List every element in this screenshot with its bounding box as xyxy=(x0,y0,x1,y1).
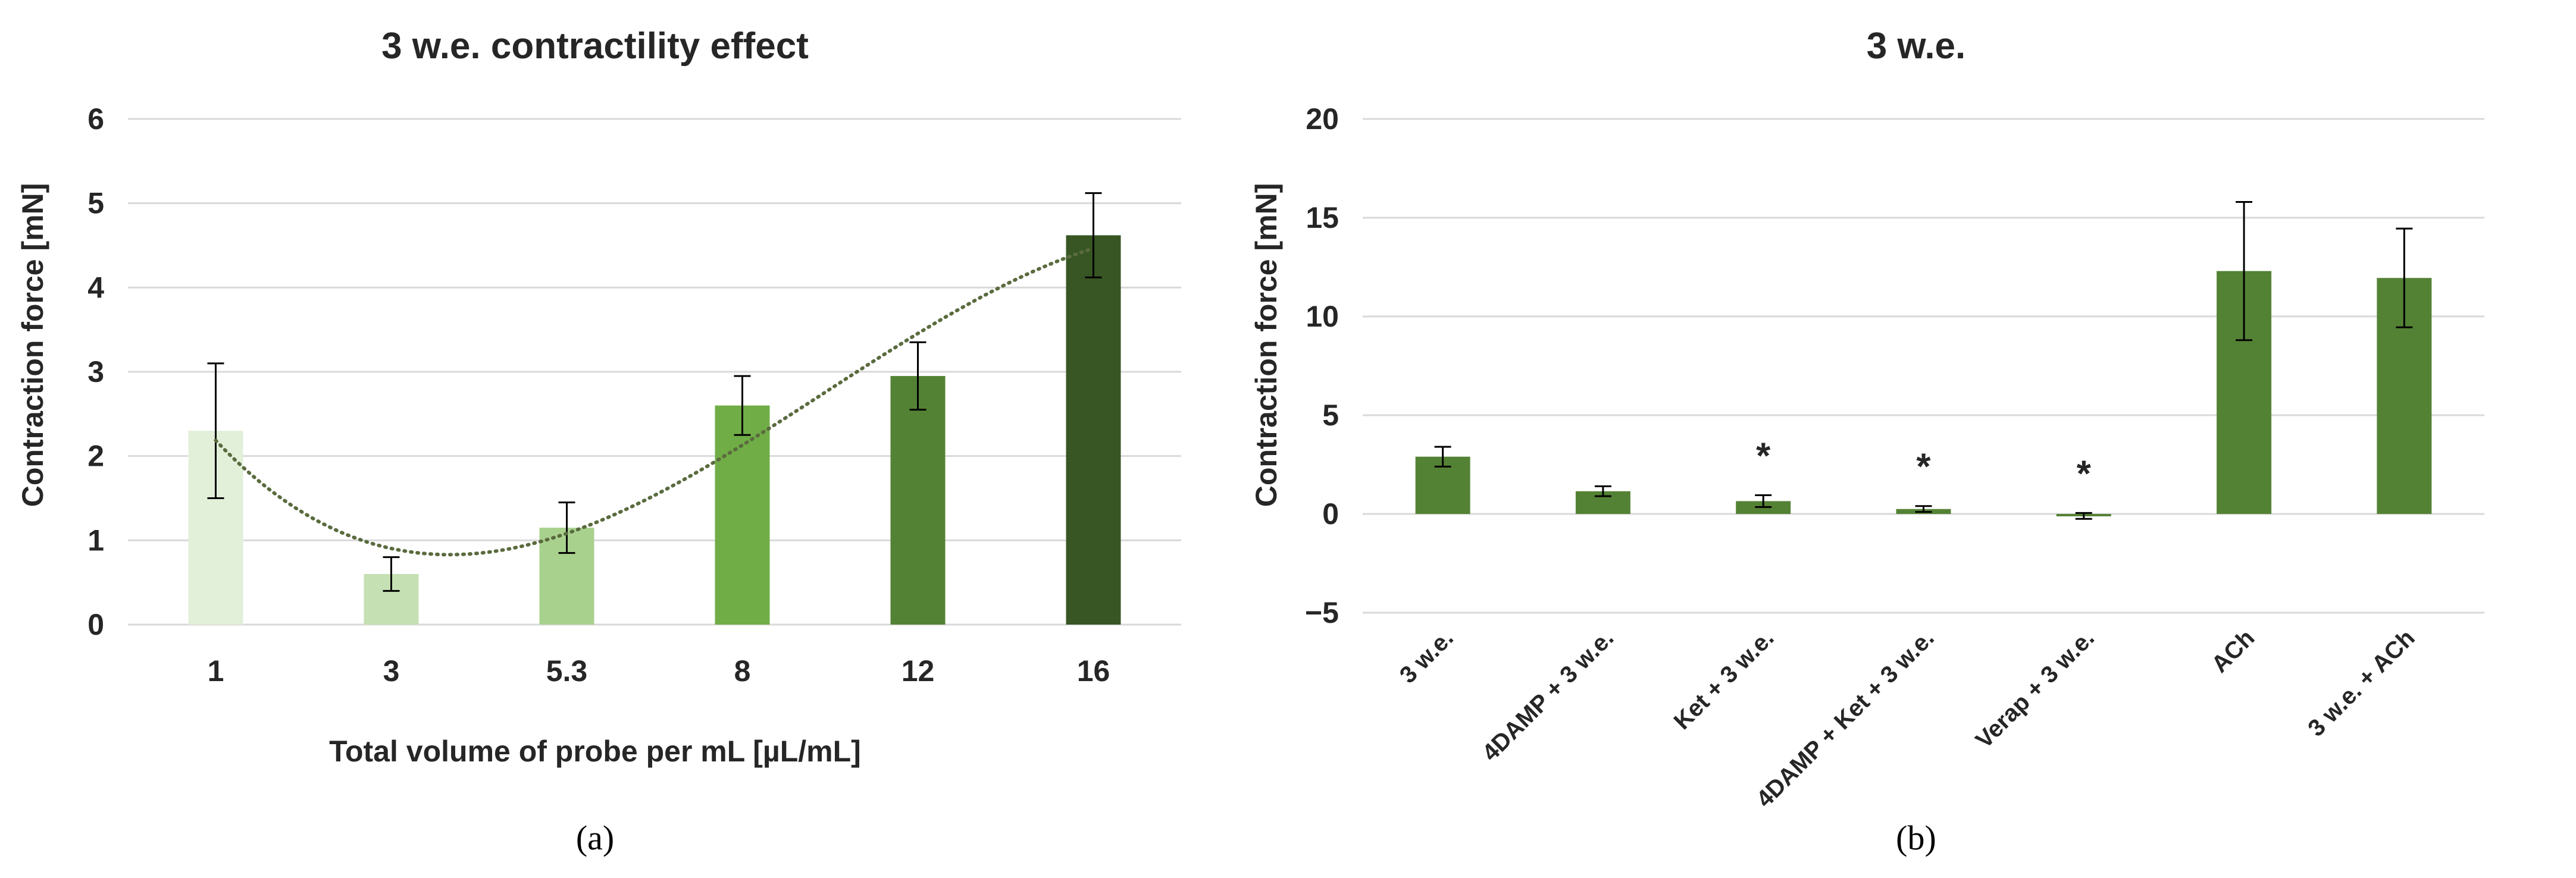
chart-a-bar xyxy=(890,376,946,625)
chart-b-significance-marker: * xyxy=(2077,453,2092,494)
chart-b-ytick-label: 0 xyxy=(1322,497,1339,531)
chart-b-ytick-label: 15 xyxy=(1306,201,1339,234)
chart-a-ytick-label: 1 xyxy=(87,523,104,557)
chart-a-xtick-label: 3 xyxy=(383,654,400,688)
chart-b-significance-marker: * xyxy=(1756,435,1771,476)
chart-b: 3 w.e. Contraction force [mN] (b) −5 0 5 10… xyxy=(1250,26,2484,857)
chart-b-ytick-label: 20 xyxy=(1306,102,1339,136)
chart-b-xtick-label: 4DAMP + Ket + 3 w.e. xyxy=(1751,625,1939,813)
chart-a: 3 w.e. contractility effect Contraction … xyxy=(16,26,1181,857)
chart-a-ytick-label: 6 xyxy=(87,102,104,136)
chart-b-ytick-label: −5 xyxy=(1305,596,1339,629)
chart-a-bar xyxy=(715,405,770,625)
chart-a-ytick-label: 2 xyxy=(87,440,104,473)
chart-b-xtick-label: Verap + 3 w.e. xyxy=(1971,625,2099,753)
chart-b-xtick-label: 3 w.e. xyxy=(1395,625,1458,688)
chart-b-title: 3 w.e. xyxy=(1867,26,1966,67)
chart-a-ytick-label: 0 xyxy=(87,608,104,641)
chart-a-ytick-label: 3 xyxy=(87,355,104,388)
chart-a-title: 3 w.e. contractility effect xyxy=(381,26,809,67)
chart-b-panel-label: (b) xyxy=(1896,819,1936,857)
chart-b-ylabel: Contraction force [mN] xyxy=(1250,183,1283,507)
chart-b-ytick-label: 5 xyxy=(1322,399,1339,432)
chart-a-bar xyxy=(1066,235,1121,625)
chart-a-xtick-label: 8 xyxy=(734,654,751,688)
chart-a-panel-label: (a) xyxy=(576,819,614,857)
chart-a-ylabel: Contraction force [mN] xyxy=(16,183,49,507)
chart-a-xtick-label: 12 xyxy=(902,654,935,688)
chart-a-xtick-label: 1 xyxy=(208,654,224,688)
chart-a-ytick-label: 4 xyxy=(87,271,104,304)
chart-b-xtick-label: Ket + 3 w.e. xyxy=(1669,625,1779,735)
chart-a-trendline xyxy=(214,246,1095,557)
chart-a-xtick-label: 16 xyxy=(1077,654,1110,688)
chart-b-xtick-label: ACh xyxy=(2206,625,2259,678)
chart-a-xlabel: Total volume of probe per mL [µL/mL] xyxy=(329,735,861,768)
chart-b-significance-marker: * xyxy=(1916,447,1931,488)
chart-b-xtick-label: 3 w.e. + ACh xyxy=(2303,625,2420,741)
chart-b-ytick-label: 10 xyxy=(1306,300,1339,333)
chart-a-ytick-label: 5 xyxy=(87,187,104,220)
chart-a-xtick-label: 5.3 xyxy=(546,654,588,688)
chart-b-xtick-label: 4DAMP + 3 w.e. xyxy=(1477,625,1619,766)
